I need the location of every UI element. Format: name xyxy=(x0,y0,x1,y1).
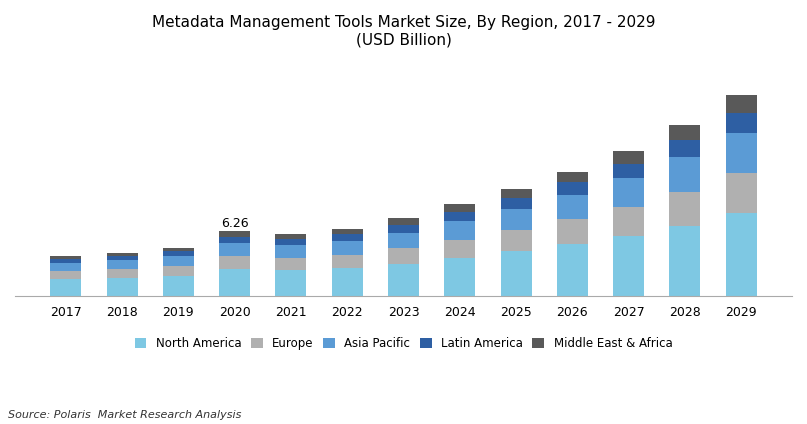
Bar xyxy=(107,278,137,296)
Bar xyxy=(163,266,194,276)
Bar xyxy=(445,240,475,258)
Bar xyxy=(163,256,194,266)
Bar xyxy=(107,256,137,260)
Bar xyxy=(725,95,757,113)
Bar xyxy=(557,172,587,182)
Bar xyxy=(220,243,250,256)
Bar xyxy=(107,269,137,278)
Bar xyxy=(557,244,587,296)
Bar xyxy=(388,218,419,225)
Bar xyxy=(163,276,194,296)
Bar xyxy=(388,225,419,233)
Bar xyxy=(725,133,757,173)
Bar xyxy=(220,256,250,269)
Bar xyxy=(275,258,307,270)
Bar xyxy=(613,236,644,296)
Bar xyxy=(445,212,475,221)
Bar xyxy=(500,209,532,230)
Bar xyxy=(50,256,82,259)
Bar xyxy=(670,140,700,157)
Bar xyxy=(163,251,194,256)
Bar xyxy=(107,260,137,269)
Bar xyxy=(670,192,700,226)
Bar xyxy=(220,231,250,237)
Bar xyxy=(50,279,82,296)
Bar xyxy=(725,173,757,213)
Bar xyxy=(50,271,82,279)
Bar xyxy=(388,264,419,296)
Bar xyxy=(500,251,532,296)
Bar xyxy=(557,220,587,244)
Bar xyxy=(388,248,419,264)
Bar xyxy=(50,259,82,263)
Bar xyxy=(332,241,362,254)
Bar xyxy=(613,151,644,164)
Bar xyxy=(332,229,362,234)
Bar xyxy=(220,237,250,243)
Bar xyxy=(500,230,532,251)
Legend: North America, Europe, Asia Pacific, Latin America, Middle East & Africa: North America, Europe, Asia Pacific, Lat… xyxy=(130,332,677,355)
Text: 6.26: 6.26 xyxy=(221,217,249,230)
Bar xyxy=(332,268,362,296)
Bar xyxy=(275,245,307,258)
Bar xyxy=(275,239,307,245)
Bar xyxy=(107,253,137,256)
Text: Source: Polaris  Market Research Analysis: Source: Polaris Market Research Analysis xyxy=(8,410,241,420)
Bar xyxy=(445,258,475,296)
Bar xyxy=(725,113,757,133)
Bar xyxy=(220,269,250,296)
Bar xyxy=(613,178,644,207)
Bar xyxy=(557,195,587,220)
Bar xyxy=(388,233,419,248)
Bar xyxy=(50,263,82,271)
Bar xyxy=(500,198,532,209)
Bar xyxy=(500,190,532,198)
Bar xyxy=(670,157,700,192)
Bar xyxy=(332,254,362,268)
Bar xyxy=(670,226,700,296)
Bar xyxy=(275,270,307,296)
Title: Metadata Management Tools Market Size, By Region, 2017 - 2029
(USD Billion): Metadata Management Tools Market Size, B… xyxy=(152,15,655,47)
Bar xyxy=(557,182,587,195)
Bar xyxy=(613,164,644,178)
Bar xyxy=(275,234,307,239)
Bar xyxy=(670,126,700,140)
Bar xyxy=(332,234,362,241)
Bar xyxy=(445,221,475,240)
Bar xyxy=(163,248,194,251)
Bar xyxy=(445,204,475,212)
Bar xyxy=(613,207,644,236)
Bar xyxy=(725,213,757,296)
